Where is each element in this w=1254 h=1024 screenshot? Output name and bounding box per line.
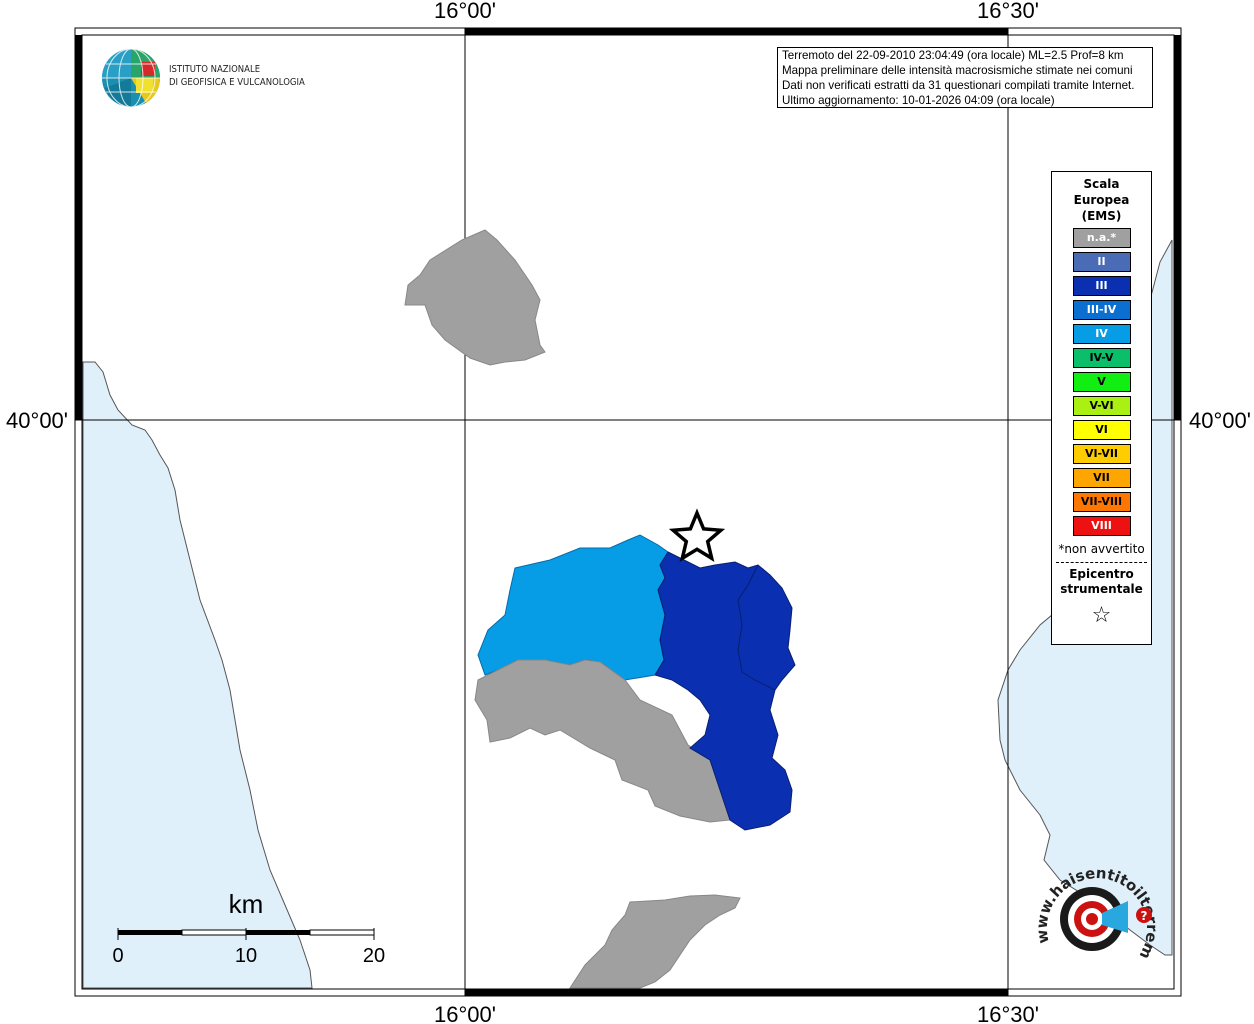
- legend-epicenter-label: Epicentro strumentale: [1052, 567, 1151, 597]
- legend-epicenter-line-1: Epicentro: [1069, 567, 1134, 581]
- logo-line-1: ISTITUTO NAZIONALE: [169, 64, 261, 75]
- scale-label-0: 0: [112, 945, 123, 967]
- legend-note: *non avvertito: [1058, 542, 1145, 556]
- logo-line-2: DI GEOFISICA E VULCANOLOGIA: [169, 77, 305, 88]
- scale-unit: km: [229, 889, 264, 919]
- scale-label-10: 10: [235, 945, 257, 967]
- legend-star-icon: ☆: [1091, 603, 1112, 628]
- tick-top-16-30: 16°30': [977, 0, 1039, 23]
- municipality-boundary: [737, 564, 776, 691]
- epicenter-star-icon: [668, 508, 726, 562]
- legend-item: VI: [1072, 420, 1131, 440]
- frame-right-bar: [1174, 35, 1181, 420]
- legend-title-line-1: Scala: [1083, 177, 1120, 191]
- legend-separator: [1056, 562, 1147, 563]
- legend-item: V-VI: [1072, 396, 1131, 416]
- legend-item: III: [1072, 276, 1131, 296]
- legend-title: Scala Europea (EMS): [1052, 176, 1151, 224]
- hsit-logo: www.haisentitoilterremoto.it ?: [1030, 855, 1161, 962]
- info-line-3: Dati non verificati estratti da 31 quest…: [782, 79, 1135, 92]
- event-info-box: Terremoto del 22-09-2010 23:04:49 (ora l…: [777, 47, 1153, 108]
- legend-title-line-2: Europea: [1073, 193, 1130, 207]
- legend-item: III-IV: [1072, 300, 1131, 320]
- municipality-na-north: [404, 229, 546, 366]
- legend-item: IV-V: [1072, 348, 1131, 368]
- intensity-legend: Scala Europea (EMS) n.a.* II III III-IV IV IV…: [1051, 171, 1152, 645]
- tick-bottom-16-00: 16°00': [434, 1002, 496, 1024]
- legend-item: VI-VII: [1072, 444, 1131, 464]
- frame-left-bar: [75, 35, 82, 420]
- legend-epicenter-line-2: strumentale: [1060, 582, 1143, 596]
- sea-west: [82, 361, 313, 989]
- info-line-4: Ultimo aggiornamento: 10-01-2026 04:09 (…: [782, 94, 1055, 107]
- municipality-na-southwest: [474, 659, 731, 823]
- municipality-na-south: [569, 894, 741, 989]
- legend-item: n.a.*: [1072, 228, 1131, 248]
- tick-right-40-00: 40°00': [1189, 408, 1251, 433]
- frame-inner: [81, 34, 1175, 990]
- info-line-2: Mappa preliminare delle intensità macros…: [782, 64, 1133, 77]
- municipality-intensity-III: [654, 551, 796, 831]
- ingv-globe-icon: [102, 48, 161, 108]
- legend-item: II: [1072, 252, 1131, 272]
- svg-text:?: ?: [1141, 909, 1148, 923]
- legend-items: n.a.* II III III-IV IV IV-V V V-VI VI VI-VII VII VI…: [1052, 228, 1151, 536]
- frame-outer: [74, 27, 1182, 997]
- frame-bottom-bar: [465, 989, 1008, 996]
- tick-left-40-00: 40°00': [6, 408, 68, 433]
- legend-item: V: [1072, 372, 1131, 392]
- legend-title-line-3: (EMS): [1081, 209, 1122, 223]
- hsit-target-icon: ?: [1060, 887, 1152, 951]
- scale-bar: km 0 10 20: [112, 889, 385, 967]
- legend-item: VII: [1072, 468, 1131, 488]
- legend-item: VII-VIII: [1072, 492, 1131, 512]
- legend-item: IV: [1072, 324, 1131, 344]
- ingv-logo: ISTITUTO NAZIONALE DI GEOFISICA E VULCAN…: [101, 48, 321, 110]
- frame-top-bar: [465, 28, 1008, 35]
- info-line-1: Terremoto del 22-09-2010 23:04:49 (ora l…: [782, 49, 1124, 62]
- scale-label-20: 20: [363, 945, 385, 967]
- tick-bottom-16-30: 16°30': [977, 1002, 1039, 1024]
- tick-top-16-00: 16°00': [434, 0, 496, 23]
- legend-item: VIII: [1072, 516, 1131, 536]
